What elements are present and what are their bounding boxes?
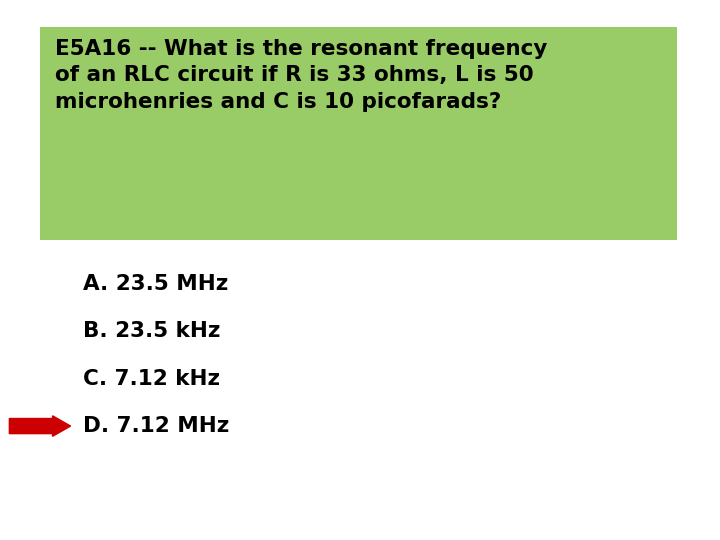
FancyBboxPatch shape: [40, 27, 677, 240]
FancyArrow shape: [9, 416, 71, 436]
Text: D. 7.12 MHz: D. 7.12 MHz: [83, 416, 229, 436]
Text: B. 23.5 kHz: B. 23.5 kHz: [83, 321, 220, 341]
Text: C. 7.12 kHz: C. 7.12 kHz: [83, 368, 220, 389]
Text: E5A16 -- What is the resonant frequency
of an RLC circuit if R is 33 ohms, L is : E5A16 -- What is the resonant frequency …: [55, 39, 548, 112]
Text: A. 23.5 MHz: A. 23.5 MHz: [83, 273, 228, 294]
